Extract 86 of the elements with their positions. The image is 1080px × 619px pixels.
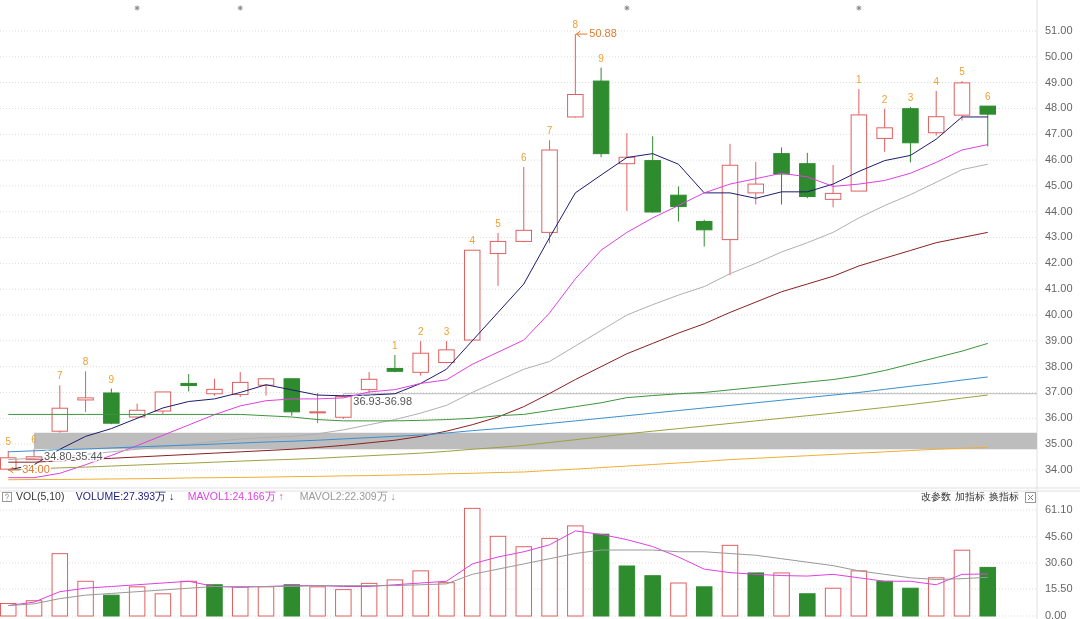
bar	[206, 584, 223, 617]
candlestick	[927, 90, 945, 137]
y-tick-label: 45.60	[1045, 529, 1073, 542]
y-tick-label: 0.00	[1045, 608, 1067, 619]
candlestick	[231, 371, 249, 398]
candlestick	[515, 166, 533, 243]
candlestick	[824, 164, 842, 208]
y-tick-label: 45.00	[1045, 178, 1073, 191]
line-series	[7, 342, 989, 422]
candlestick	[747, 161, 765, 205]
bar	[876, 580, 893, 617]
annotation: 改参数	[921, 490, 951, 502]
text: 8	[82, 356, 89, 368]
candlestick	[360, 371, 378, 394]
y-tick-label: 42.00	[1045, 256, 1073, 269]
y-tick-label: 50.00	[1045, 49, 1073, 62]
bar	[695, 586, 713, 617]
text: 6	[984, 91, 991, 103]
text: 1	[392, 340, 398, 352]
bar	[283, 584, 301, 617]
y-tick-label: 51.00	[1045, 23, 1073, 36]
candlestick	[773, 146, 790, 205]
text: 2	[881, 93, 888, 105]
annotation: 50.88	[589, 26, 617, 39]
text: MAVOL2:22.309万 ↓	[299, 489, 396, 502]
band-label: 36.93-36.98	[353, 395, 413, 408]
y-tick-label: 15.50	[1045, 582, 1073, 594]
y-tick-label: 48.00	[1045, 101, 1073, 114]
text: 8	[572, 19, 579, 31]
candlestick	[386, 354, 404, 373]
bar	[747, 572, 765, 617]
y-tick-label: 41.00	[1045, 282, 1073, 295]
text: 4	[933, 75, 939, 87]
y-tick-label: 46.00	[1045, 152, 1073, 165]
annotation: 加指标	[955, 490, 985, 502]
text: 5	[5, 435, 12, 447]
candlestick	[876, 108, 893, 153]
y-tick-label: 34.00	[1045, 462, 1073, 475]
text: MAVOL1:24.166万 ↑	[187, 489, 284, 502]
y-tick-label: 39.00	[1045, 333, 1073, 346]
y-tick-label: 35.00	[1045, 437, 1073, 450]
y-tick-label: 44.00	[1045, 204, 1073, 217]
bar	[103, 594, 120, 617]
candlestick	[77, 370, 94, 413]
text: 1	[856, 74, 862, 86]
text: 7	[546, 125, 553, 137]
y-tick-label: 43.00	[1045, 230, 1073, 243]
text: 6	[31, 434, 37, 446]
text: 3	[907, 91, 914, 103]
text: 2	[417, 326, 424, 338]
bar	[592, 533, 610, 617]
candlestick	[670, 185, 687, 223]
candlestick	[257, 378, 275, 397]
text: 9	[598, 52, 604, 64]
y-tick-label: 30.60	[1045, 555, 1073, 568]
line-series	[7, 549, 989, 607]
text: 9	[108, 373, 115, 385]
y-tick-label: 38.00	[1045, 359, 1073, 372]
candlestick	[309, 392, 326, 424]
text: 5	[495, 217, 501, 229]
annotation: VOLUME:27.393万 ↓	[75, 489, 175, 502]
text: 5	[959, 66, 965, 78]
candlestick	[979, 105, 996, 147]
text: 7	[57, 370, 63, 382]
candlestick	[412, 340, 429, 377]
y-tick-label: 49.00	[1045, 75, 1073, 88]
legend-title: VOL(5,10)	[16, 489, 65, 502]
candlestick	[51, 384, 69, 434]
y-tick-label: 40.00	[1045, 307, 1073, 320]
text: 6	[521, 152, 527, 164]
line-series	[7, 446, 989, 481]
bar	[902, 587, 919, 617]
bar	[799, 593, 816, 617]
bar	[979, 566, 996, 617]
annotation: 换指标	[989, 490, 1019, 502]
y-tick-label: 36.00	[1045, 411, 1073, 424]
y-tick-label: 47.00	[1045, 127, 1073, 140]
y-tick-label: 37.00	[1045, 385, 1073, 398]
y-tick-label: 61.10	[1045, 502, 1073, 515]
text: 3	[443, 326, 450, 338]
candlestick	[695, 219, 713, 248]
candlestick	[335, 393, 352, 420]
bar	[618, 565, 636, 617]
candlestick	[489, 232, 507, 287]
text: 4	[469, 235, 475, 247]
bar	[644, 575, 661, 617]
